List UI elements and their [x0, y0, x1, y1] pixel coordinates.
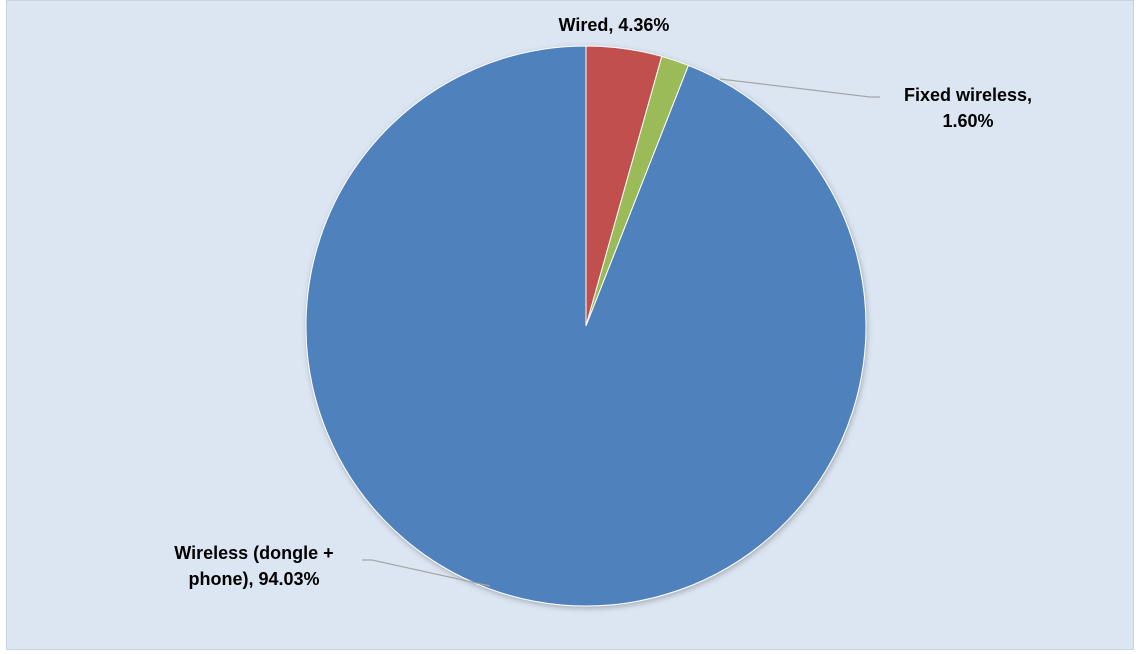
leader-line [362, 559, 491, 587]
leader-lines [362, 78, 880, 587]
slice-label-line: Wired, 4.36% [559, 15, 670, 35]
slice-label-line: Fixed wireless, [904, 85, 1032, 105]
pie-slice-wireless-dongle-phone [305, 45, 867, 607]
slice-label: Fixed wireless, 1.60% [904, 85, 1032, 131]
slice-label: Wireless (dongle + phone), 94.03% [174, 543, 333, 589]
pie-slices [305, 45, 867, 607]
slice-label-line: phone), 94.03% [188, 569, 319, 589]
slice-label-line: Wireless (dongle + [174, 543, 333, 563]
slice-labels: Wired, 4.36% Fixed wireless, 1.60% Wireless… [174, 15, 1032, 589]
slice-label-line: 1.60% [942, 111, 993, 131]
leader-line [719, 78, 880, 98]
slice-label: Wired, 4.36% [559, 15, 670, 35]
